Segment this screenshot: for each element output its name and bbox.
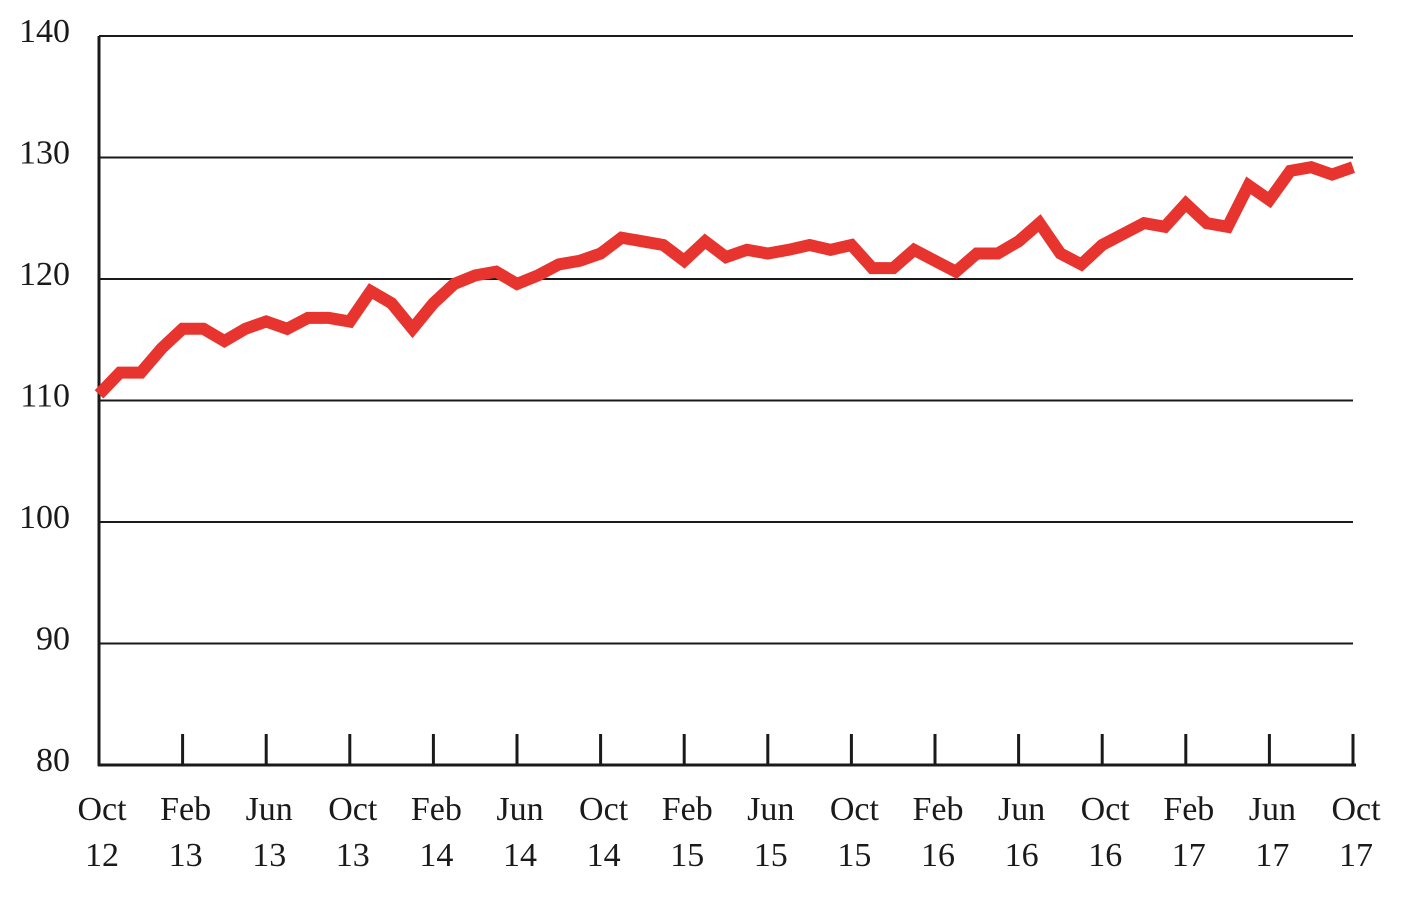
y-tick-label: 100	[19, 499, 70, 536]
x-tick-year: 15	[837, 837, 871, 874]
series-line	[94, 161, 1355, 399]
x-tick-year: 12	[85, 837, 119, 874]
x-axis-ticks: Oct 12 Feb 13 Jun 13 Oct 13 Feb 14 Jun 14 Oct 14 Feb 15…	[77, 734, 1381, 874]
x-tick-year: 14	[419, 837, 453, 874]
x-tick-month: Feb	[1163, 791, 1214, 828]
y-tick-label: 90	[36, 620, 70, 657]
x-tick-month: Oct	[77, 791, 127, 828]
y-tick-label: 120	[19, 256, 70, 293]
y-tick-label: 80	[36, 742, 70, 779]
x-tick-year: 15	[754, 837, 788, 874]
axes	[97, 36, 1356, 767]
x-tick-month: Oct	[830, 791, 880, 828]
x-tick-month: Jun	[246, 791, 293, 828]
x-tick-month: Feb	[411, 791, 462, 828]
x-tick-year: 17	[1339, 837, 1373, 874]
y-tick-label: 130	[19, 134, 70, 171]
x-tick-year: 13	[336, 837, 370, 874]
y-axis-tick-labels: 80 90 100 110 120 130 140	[19, 13, 70, 779]
x-tick-month: Oct	[328, 791, 378, 828]
x-tick-year: 17	[1255, 837, 1289, 874]
series-group	[94, 161, 1355, 399]
x-tick-year: 13	[252, 837, 286, 874]
x-tick-month: Feb	[662, 791, 713, 828]
gridlines	[99, 35, 1353, 645]
x-tick-year: 16	[1005, 837, 1039, 874]
x-tick-month: Jun	[1249, 791, 1296, 828]
x-tick-year: 16	[921, 837, 955, 874]
x-tick-month: Oct	[579, 791, 629, 828]
x-tick-year: 14	[503, 837, 537, 874]
x-tick-year: 17	[1172, 837, 1206, 874]
x-tick-year: 16	[1088, 837, 1122, 874]
x-tick-month: Oct	[1081, 791, 1131, 828]
y-tick-label: 110	[20, 377, 70, 414]
x-tick-year: 13	[169, 837, 203, 874]
x-tick-month: Oct	[1331, 791, 1381, 828]
y-tick-label: 140	[19, 13, 70, 50]
x-tick-month: Jun	[496, 791, 543, 828]
x-tick-month: Jun	[998, 791, 1045, 828]
x-tick-year: 14	[587, 837, 621, 874]
x-tick-month: Jun	[747, 791, 794, 828]
x-tick-month: Feb	[913, 791, 964, 828]
x-tick-month: Feb	[160, 791, 211, 828]
x-tick-year: 15	[670, 837, 704, 874]
